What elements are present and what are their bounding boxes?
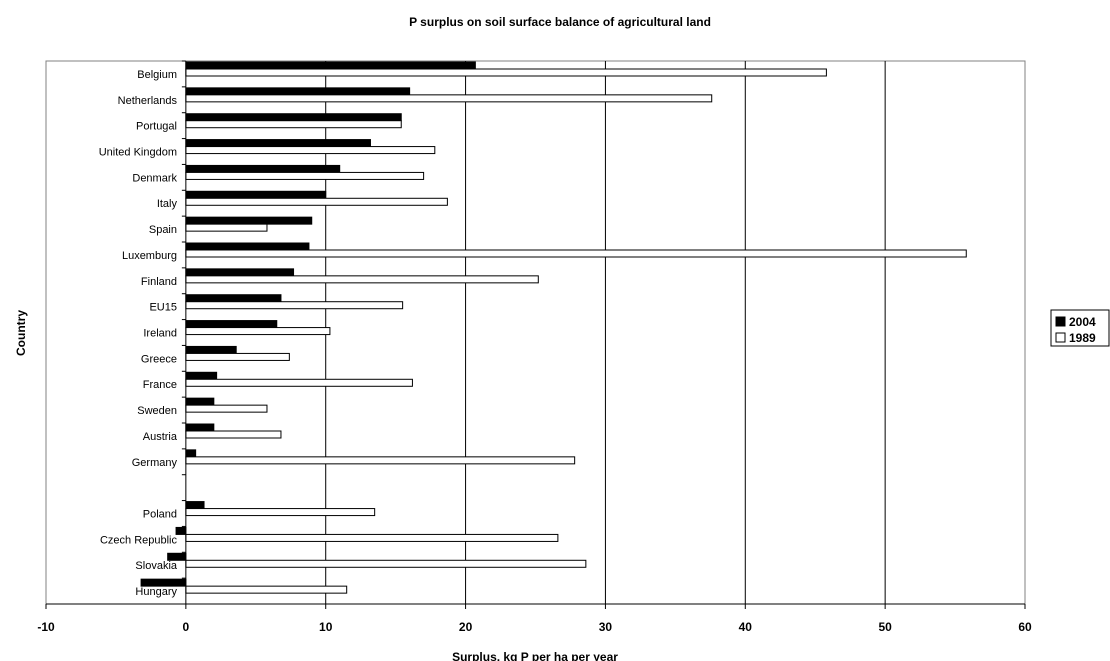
x-tick-label: 60 — [1018, 620, 1032, 634]
bar-1989-united-kingdom — [185, 146, 436, 155]
bar-2004-united-kingdom — [185, 139, 371, 148]
x-tick-label: -10 — [37, 620, 55, 634]
bar-2004-czech-republic — [175, 526, 187, 535]
bar-1989-sweden — [185, 404, 268, 413]
x-tick-label: 20 — [459, 620, 473, 634]
bar-2004-portugal — [185, 113, 402, 122]
bar-1989-spain — [185, 223, 268, 232]
y-tick-label: Belgium — [137, 69, 177, 81]
y-tick-label: Portugal — [136, 121, 177, 133]
bar-1989-portugal — [185, 120, 402, 129]
bar-1989-eu15 — [185, 301, 404, 310]
axes — [45, 60, 1026, 609]
legend: 2004 1989 — [1050, 309, 1110, 347]
bar-1989-luxemburg — [185, 249, 967, 258]
bars — [140, 61, 967, 594]
bar-1989-germany — [185, 456, 576, 465]
bar-1989-netherlands — [185, 94, 713, 103]
y-tick-label: Slovakia — [135, 560, 177, 572]
y-tick-label: Hungary — [135, 586, 177, 598]
bar-1989-hungary — [185, 585, 348, 594]
y-tick-label: Greece — [141, 353, 177, 365]
x-tick-label: 50 — [878, 620, 892, 634]
y-tick-label: United Kingdom — [99, 147, 177, 159]
bar-2004-poland — [185, 501, 205, 510]
bar-2004-belgium — [185, 61, 476, 70]
bar-2004-sweden — [185, 397, 215, 406]
y-axis-title: Country — [14, 310, 28, 356]
legend-swatch-2004 — [1055, 316, 1066, 327]
bar-1989-france — [185, 378, 413, 387]
bar-1989-czech-republic — [185, 533, 559, 542]
y-tick-label: Austria — [143, 431, 178, 443]
bar-2004-eu15 — [185, 294, 282, 303]
bar-2004-netherlands — [185, 87, 411, 96]
y-tick-labels: Belgium Netherlands Portugal United Kingdom… — [99, 69, 178, 598]
legend-label-2004: 2004 — [1069, 315, 1096, 329]
chart-title: P surplus on soil surface balance of agr… — [409, 15, 711, 29]
y-tick-label: Luxemburg — [122, 250, 177, 262]
x-tick-label: 40 — [739, 620, 753, 634]
bar-2004-greece — [185, 345, 237, 354]
x-tick-label: 10 — [319, 620, 333, 634]
bar-2004-germany — [185, 449, 197, 458]
x-tick-label: 0 — [183, 620, 190, 634]
bar-1989-denmark — [185, 171, 425, 180]
y-tick-label: Poland — [143, 509, 177, 521]
y-tick-label: Spain — [149, 224, 177, 236]
bar-1989-finland — [185, 275, 539, 284]
y-tick-label: Sweden — [137, 405, 177, 417]
y-tick-label: Denmark — [132, 172, 177, 184]
bar-2004-austria — [185, 423, 215, 432]
y-tick-label: France — [143, 379, 177, 391]
bar-1989-belgium — [185, 68, 827, 77]
bar-1989-poland — [185, 508, 376, 517]
y-tick-label: Ireland — [143, 328, 177, 340]
bar-2004-spain — [185, 216, 313, 225]
y-tick-label: Netherlands — [118, 95, 178, 107]
bar-2004-italy — [185, 190, 327, 199]
y-tick-label: EU15 — [149, 302, 177, 314]
legend-swatch-1989 — [1055, 332, 1066, 343]
bar-2004-finland — [185, 268, 295, 277]
bar-1989-austria — [185, 430, 282, 439]
legend-label-1989: 1989 — [1069, 331, 1096, 345]
bar-2004-ireland — [185, 320, 278, 329]
bar-2004-denmark — [185, 164, 341, 173]
bar-1989-slovakia — [185, 559, 587, 568]
x-tick-label: 30 — [599, 620, 613, 634]
bar-1989-ireland — [185, 327, 331, 336]
y-tick-label: Finland — [141, 276, 177, 288]
bar-1989-greece — [185, 352, 290, 361]
x-axis-title: Surplus, kg P per ha per year — [452, 650, 618, 661]
bar-1989-italy — [185, 197, 448, 206]
y-tick-label: Czech Republic — [100, 534, 178, 546]
bar-2004-luxemburg — [185, 242, 310, 251]
bar-2004-france — [185, 371, 218, 380]
y-tick-label: Italy — [157, 198, 178, 210]
y-tick-label: Germany — [132, 457, 178, 469]
x-tick-labels: -10 0 10 20 30 40 50 60 — [37, 620, 1032, 634]
